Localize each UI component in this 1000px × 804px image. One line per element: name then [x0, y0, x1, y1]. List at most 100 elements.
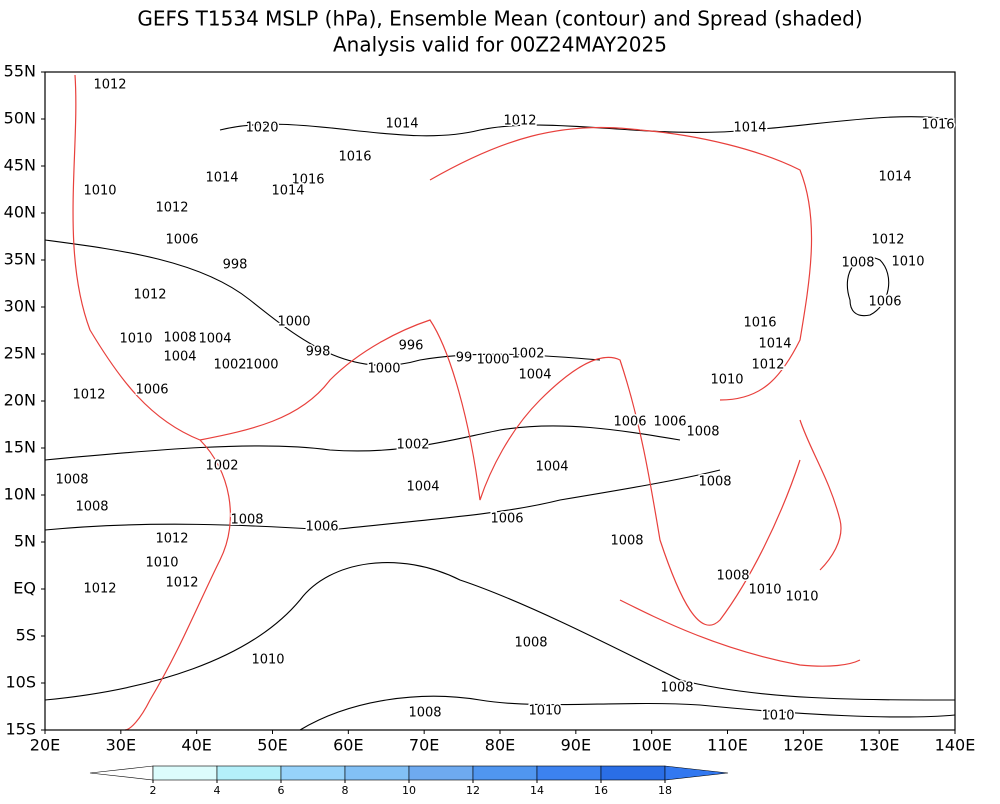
isobar: [44, 562, 956, 701]
lon-label: 40E: [181, 736, 211, 755]
contour-label: 998: [306, 345, 331, 360]
colorbar-segment: [472, 765, 538, 781]
colorbar-segment: [280, 765, 346, 781]
contour-label: 1016: [743, 316, 776, 331]
lon-label: 90E: [561, 736, 591, 755]
colorbar-label: 2: [150, 784, 157, 797]
lat-label: 30N: [4, 297, 36, 316]
map-frame: [44, 71, 956, 731]
contour-label: 1012: [93, 78, 126, 93]
lat-label: 15N: [4, 438, 36, 457]
contour-label: 1010: [785, 590, 818, 605]
contour-label: 1008: [716, 569, 749, 584]
contour-label: 1004: [535, 460, 568, 475]
contour-label: 1012: [503, 114, 536, 129]
title: GEFS T1534 MSLP (hPa), Ensemble Mean (co…: [137, 7, 862, 31]
contour-label: 1000: [277, 315, 310, 330]
isobar: [846, 256, 890, 317]
contour-label: 1012: [72, 388, 105, 403]
contour-label: 1010: [710, 373, 743, 388]
subtitle: Analysis valid for 00Z24MAY2025: [333, 33, 667, 57]
lat-label: 25N: [4, 344, 36, 363]
lat-label: 55N: [4, 62, 36, 81]
contour-label: 1004: [163, 350, 196, 365]
contour-label: 1014: [205, 171, 238, 186]
contour-label: 1010: [748, 583, 781, 598]
lon-label: 20E: [30, 736, 60, 755]
colorbar-segment: [344, 765, 410, 781]
colorbar-label: 16: [594, 784, 608, 797]
contour-label: 1008: [230, 513, 263, 528]
lat-label: 10S: [5, 673, 36, 692]
lon-label: 80E: [485, 736, 515, 755]
contour-label: 1014: [385, 117, 418, 132]
coastline: [72, 74, 231, 731]
contour-label: 1014: [758, 337, 791, 352]
contour-label: 1012: [83, 582, 116, 597]
lat-label: 10N: [4, 485, 36, 504]
contour-label: 1014: [733, 121, 766, 136]
contour-label: 1008: [698, 475, 731, 490]
contour-label: 1010: [83, 184, 116, 199]
contour-label: 1008: [686, 425, 719, 440]
contour-label: 1000: [245, 358, 278, 373]
coastline: [619, 599, 861, 667]
coastline: [799, 419, 842, 571]
lon-label: 60E: [333, 736, 363, 755]
contour-label: 1014: [271, 184, 304, 199]
contour-label: 1006: [868, 295, 901, 310]
contour-label: 1004: [198, 332, 231, 347]
contour-label: 1010: [761, 709, 794, 724]
colorbar-label: 6: [278, 784, 285, 797]
contour-label: 1012: [155, 532, 188, 547]
contour-label: 1010: [251, 653, 284, 668]
contour-label: 1008: [841, 256, 874, 271]
isobar: [299, 695, 956, 731]
contour-label: 1012: [155, 201, 188, 216]
colorbar-segment: [152, 765, 218, 781]
isobar: [44, 425, 681, 461]
map-layer: [44, 74, 956, 731]
lon-label: 50E: [257, 736, 287, 755]
lat-label: 15S: [5, 720, 36, 739]
isobar: [44, 469, 721, 531]
lon-label: 110E: [707, 736, 748, 755]
contour-label: 1002: [205, 459, 238, 474]
isobar: [44, 239, 601, 366]
isobar: [219, 116, 956, 137]
lon-label: 70E: [409, 736, 439, 755]
lon-label: 130E: [859, 736, 900, 755]
contour-label: 1000: [476, 353, 509, 368]
lat-label: 40N: [4, 203, 36, 222]
contour-label: 1012: [165, 576, 198, 591]
colorbar-label: 12: [466, 784, 480, 797]
contour-label: 1010: [119, 332, 152, 347]
contour-label: 998: [223, 258, 248, 273]
contour-label: 1006: [305, 520, 338, 535]
contour-label: 1020: [245, 121, 278, 136]
coastline: [199, 319, 801, 626]
colorbar-label: 14: [530, 784, 544, 797]
lat-label: 5S: [16, 626, 36, 645]
lon-label: 100E: [631, 736, 672, 755]
contour-label: 1010: [145, 556, 178, 571]
colorbar-end: [89, 765, 154, 781]
lat-label: 20N: [4, 391, 36, 410]
contour-label: 1010: [891, 255, 924, 270]
contour-label: 1008: [610, 534, 643, 549]
lat-label: 45N: [4, 156, 36, 175]
contour-label: 1012: [133, 288, 166, 303]
contour-label: 1008: [408, 706, 441, 721]
lon-label: 120E: [783, 736, 824, 755]
colorbar-segment: [408, 765, 474, 781]
colorbar-segment: [216, 765, 282, 781]
contour-label: 1006: [165, 233, 198, 248]
lon-label: 140E: [935, 736, 976, 755]
contour-label: 1008: [55, 473, 88, 488]
contour-label: 1014: [878, 170, 911, 185]
colorbar-label: 8: [342, 784, 349, 797]
contour-label: 1008: [163, 331, 196, 346]
contour-label: 1006: [490, 512, 523, 527]
contour-label: 1012: [751, 358, 784, 373]
